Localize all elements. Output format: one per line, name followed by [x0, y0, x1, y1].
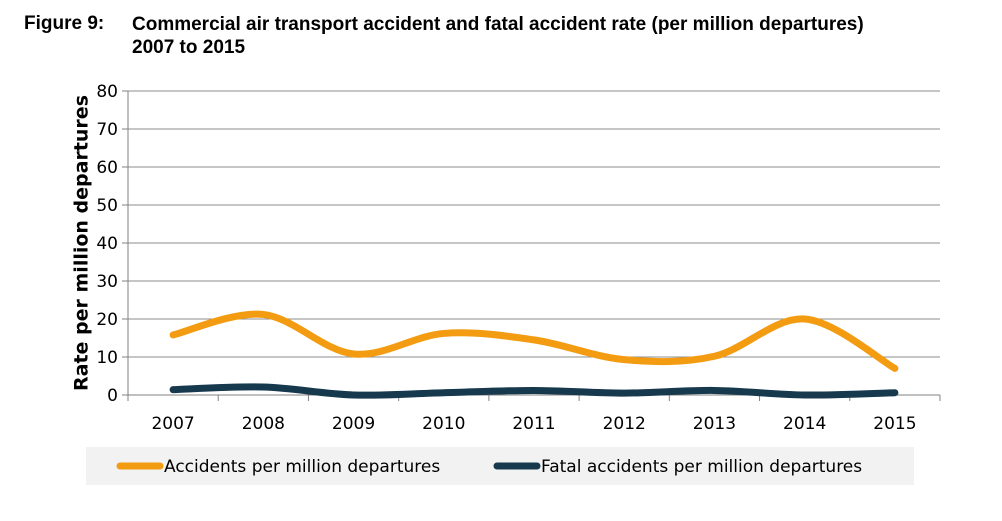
- x-tick-label: 2011: [512, 414, 555, 434]
- series-lines: [169, 310, 899, 399]
- x-tick-label: 2010: [422, 414, 465, 434]
- y-tick-label: 50: [96, 196, 118, 216]
- y-tick-label: 10: [96, 348, 118, 368]
- legend-label-fatal-accidents: Fatal accidents per million departures: [541, 457, 862, 477]
- y-tick-label: 0: [107, 386, 118, 406]
- y-tick-label: 20: [96, 310, 118, 330]
- y-tick-label: 30: [96, 272, 118, 292]
- y-axis-label: Rate per million departures: [71, 95, 93, 391]
- x-tick-label: 2009: [332, 414, 375, 434]
- x-tick-label: 2007: [151, 414, 194, 434]
- x-tick-label: 2008: [242, 414, 285, 434]
- y-tick-label: 70: [96, 120, 118, 140]
- x-tick-label: 2013: [693, 414, 736, 434]
- gridlines: [128, 90, 940, 358]
- legend: Accidents per million departures Fatal ac…: [86, 447, 914, 485]
- x-tick-label: 2012: [603, 414, 646, 434]
- y-tick-label: 80: [96, 82, 118, 102]
- figure-title: Commercial air transport accident and fa…: [132, 14, 864, 58]
- x-tick-label: 2015: [873, 414, 916, 434]
- y-tick-label: 40: [96, 234, 118, 254]
- x-tick-label: 2014: [783, 414, 826, 434]
- series-line-accidents: [169, 310, 899, 372]
- legend-label-accidents: Accidents per million departures: [164, 457, 440, 477]
- y-tick-labels: 0 10 20 30 40 50 60 70 80: [96, 82, 128, 406]
- figure-label: Figure 9:: [24, 13, 105, 34]
- series-line-fatal-accidents: [169, 383, 899, 399]
- x-tick-labels: 2007 2008 2009 2010 2011 2012 2013 2014 2015: [127, 395, 941, 434]
- y-tick-label: 60: [96, 158, 118, 178]
